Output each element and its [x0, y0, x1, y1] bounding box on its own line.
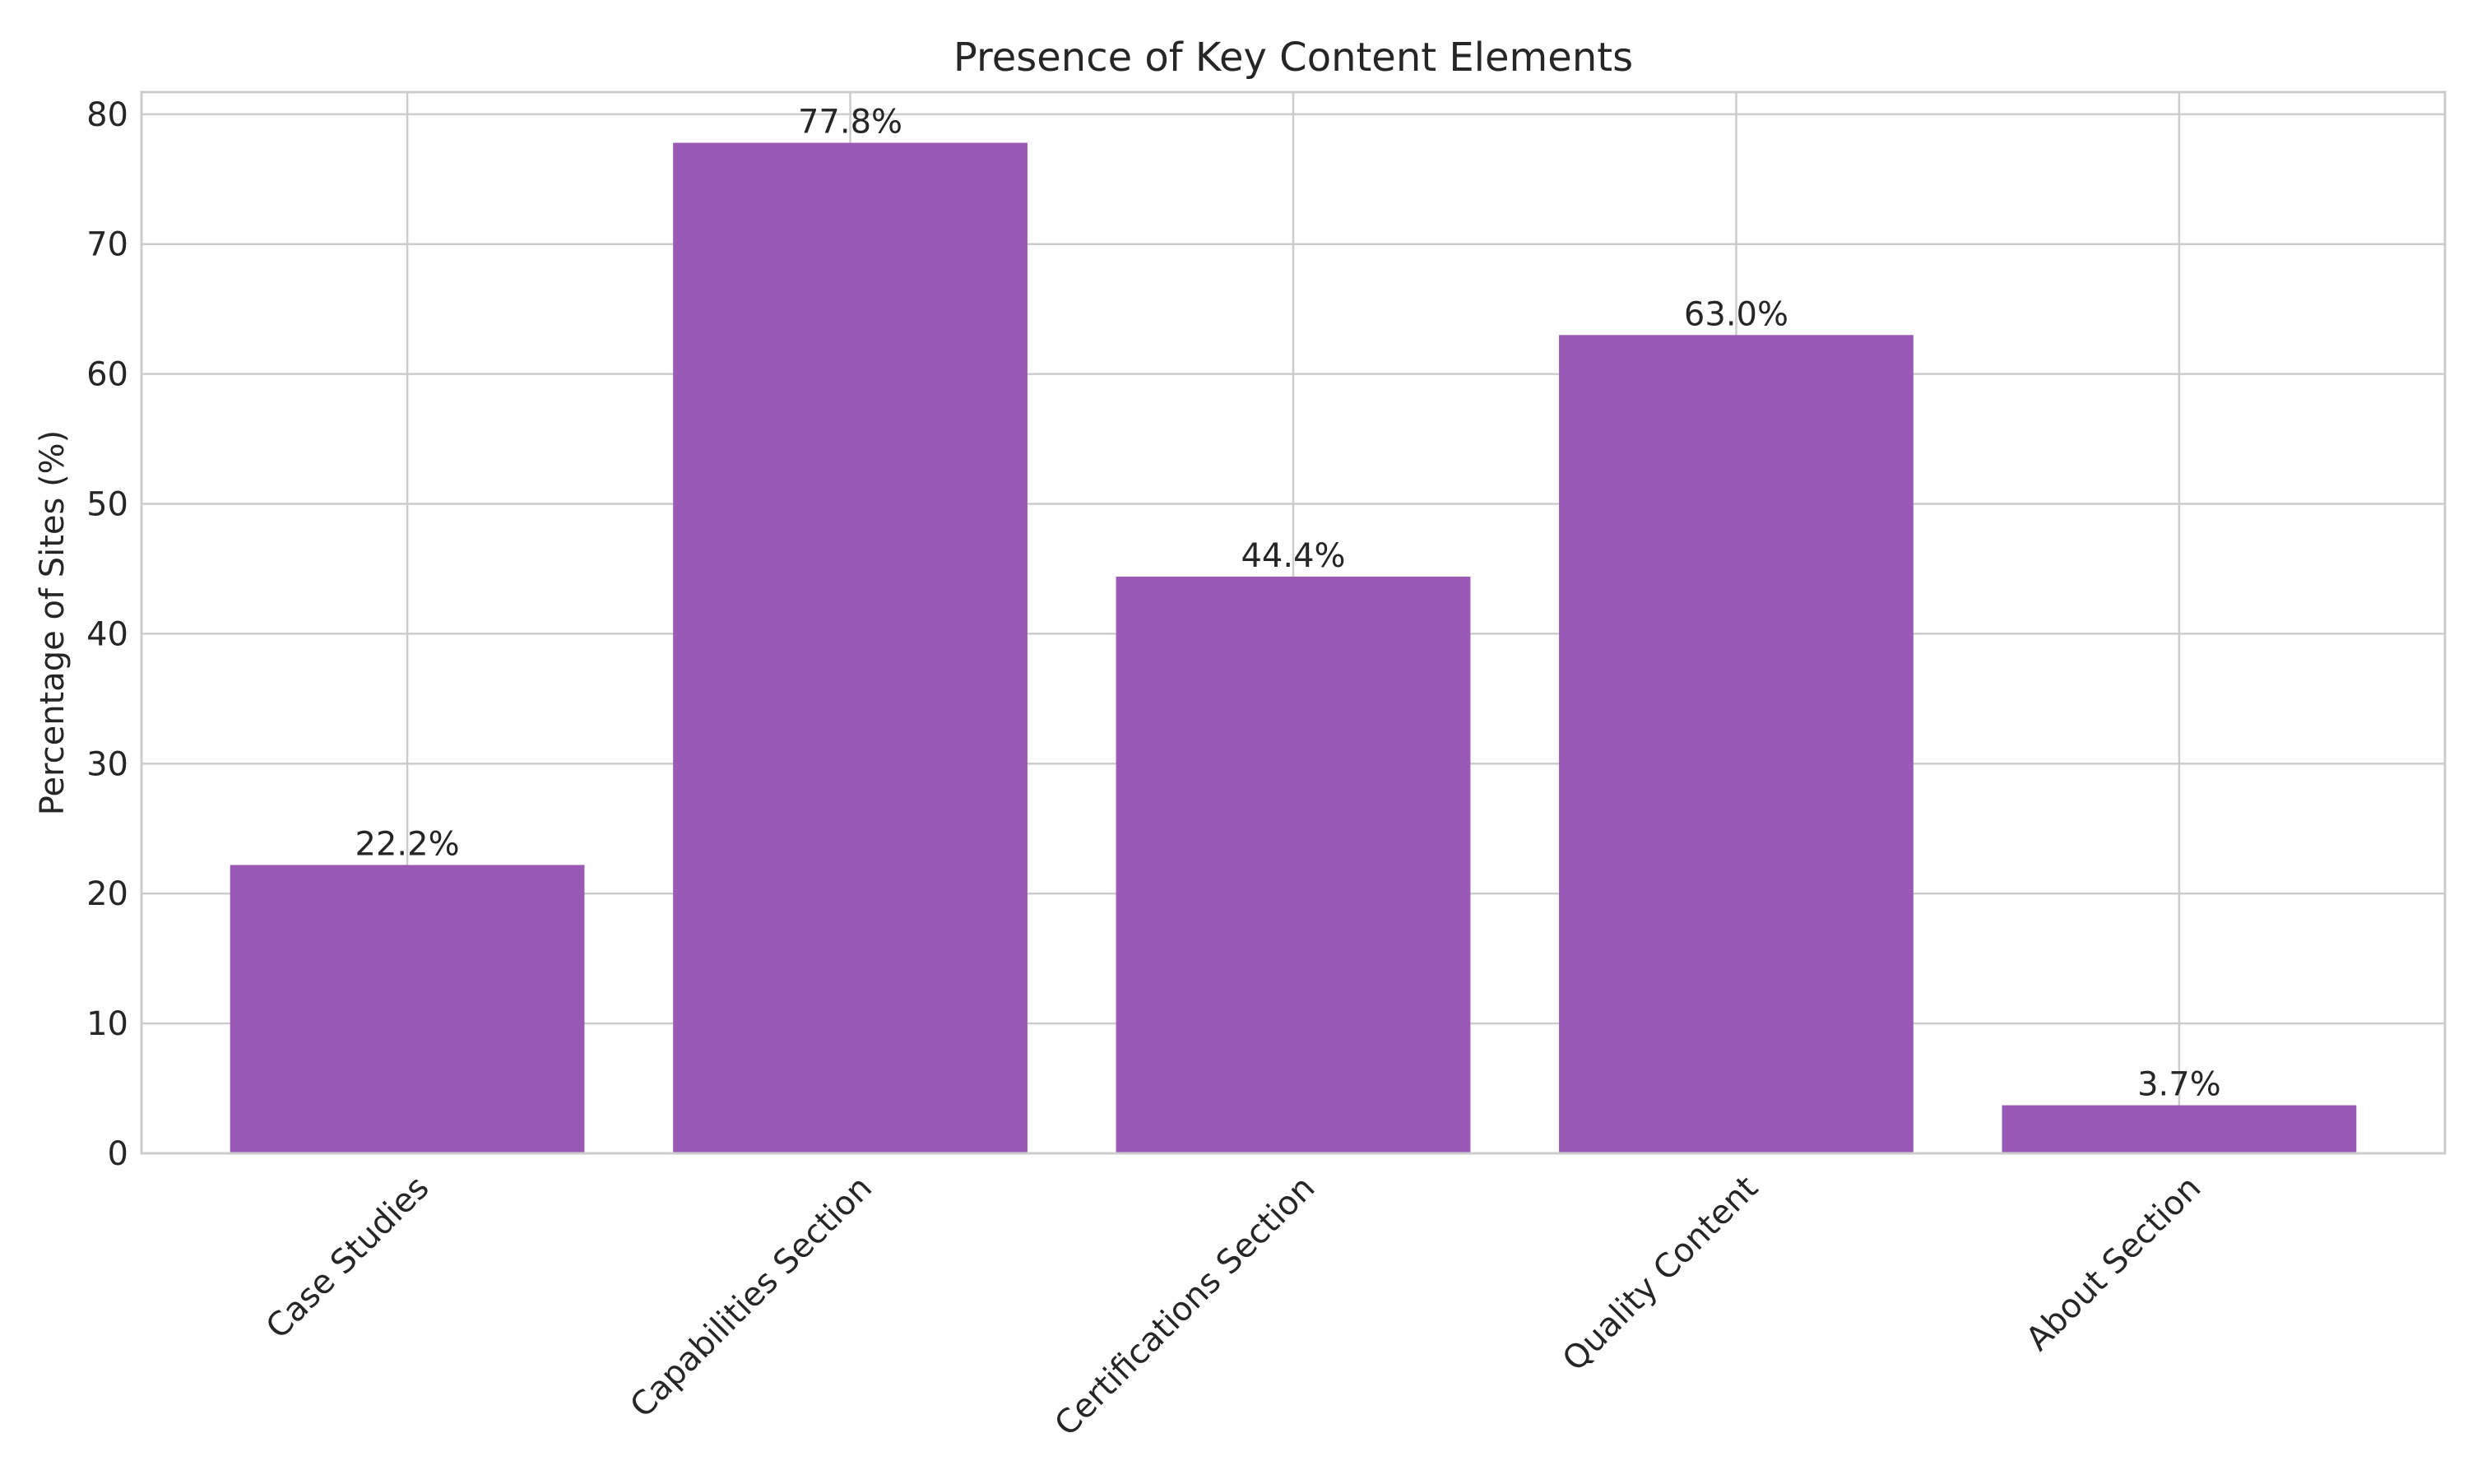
y-axis-label: Percentage of Sites (%)	[34, 430, 72, 816]
y-tick-label: 60	[86, 356, 128, 394]
bars	[230, 142, 2357, 1153]
y-tick-label: 20	[86, 875, 128, 913]
chart-title: Presence of Key Content Elements	[953, 35, 1633, 81]
bar	[1116, 576, 1471, 1153]
y-tick-label: 30	[86, 745, 128, 783]
data-labels: 22.2% 77.8% 44.4% 63.0% 3.7%	[355, 104, 2221, 1104]
y-tick-label: 10	[86, 1005, 128, 1043]
bar-value-label: 77.8%	[798, 104, 902, 141]
bar	[673, 142, 1028, 1153]
y-tick-label: 50	[86, 486, 128, 524]
bar	[2002, 1105, 2357, 1153]
y-tick-label: 40	[86, 615, 128, 653]
bar-value-label: 44.4%	[1241, 537, 1345, 575]
y-tick-label: 80	[86, 96, 128, 134]
y-tick-label: 0	[108, 1135, 128, 1173]
bar	[1559, 335, 1914, 1153]
bar-value-label: 3.7%	[2137, 1066, 2221, 1104]
bar	[230, 865, 585, 1153]
bar-value-label: 22.2%	[355, 825, 460, 863]
y-tick-label: 70	[86, 226, 128, 264]
axes-frame	[140, 90, 2447, 1155]
y-tick-labels: 0 10 20 30 40 50 60 70 80	[86, 96, 128, 1173]
bar-value-label: 63.0%	[1684, 295, 1788, 333]
plot-frame	[140, 90, 2447, 1155]
